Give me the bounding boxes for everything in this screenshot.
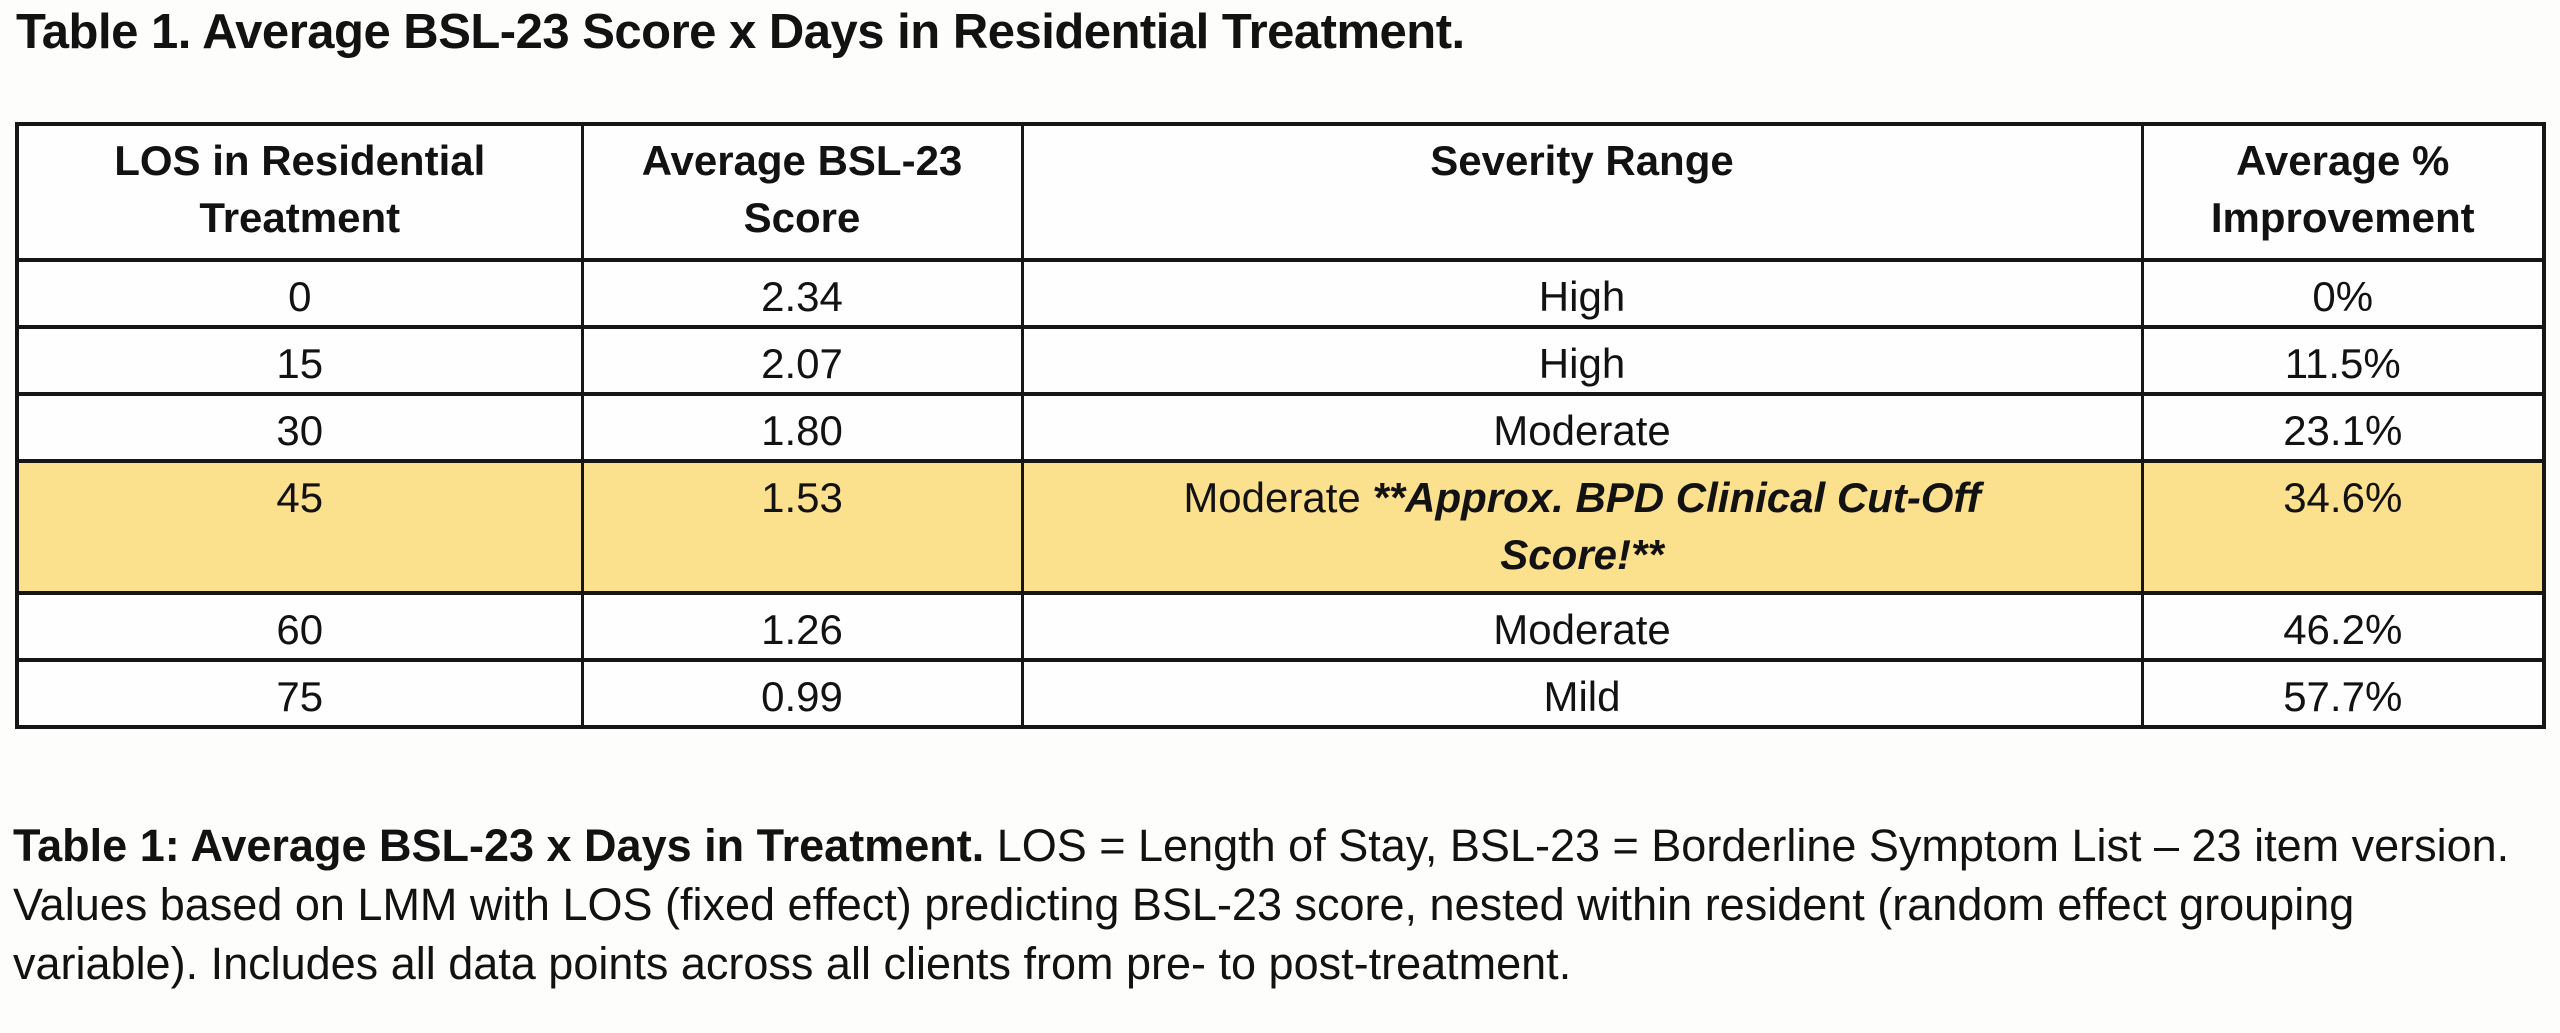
table-row: 45 1.53 Moderate **Approx. BPD Clinical Cu… (15, 459, 2546, 595)
table-row: 75 0.99 Mild 57.7% (15, 658, 2546, 729)
table-row: 60 1.26 Moderate 46.2% (15, 591, 2546, 662)
cell-severity: Moderate (1020, 392, 2144, 463)
cell-score: 0.99 (580, 658, 1024, 729)
cell-los: 15 (15, 325, 584, 396)
cell-severity: Moderate **Approx. BPD Clinical Cut-Off … (1020, 459, 2144, 595)
table-row: 30 1.80 Moderate 23.1% (15, 392, 2546, 463)
cell-severity: Moderate (1020, 591, 2144, 662)
cell-improvement: 11.5% (2140, 325, 2546, 396)
cell-los: 75 (15, 658, 584, 729)
table-header-row: LOS in Residential Treatment Average BSL… (15, 122, 2546, 262)
cell-los: 30 (15, 392, 584, 463)
caption-body: LOS = Length of Stay, BSL-23 = Borderlin… (13, 820, 2510, 989)
table-title: Table 1. Average BSL-23 Score x Days in … (16, 5, 1465, 59)
cell-severity: High (1020, 258, 2144, 329)
cell-los: 45 (15, 459, 584, 595)
cell-improvement: 34.6% (2140, 459, 2546, 595)
cell-improvement: 57.7% (2140, 658, 2546, 729)
cell-score: 1.53 (580, 459, 1024, 595)
severity-text: Moderate (1493, 407, 1671, 454)
cell-los: 0 (15, 258, 584, 329)
cell-improvement: 46.2% (2140, 591, 2546, 662)
severity-text: High (1538, 273, 1626, 320)
cell-score: 1.26 (580, 591, 1024, 662)
table-body: 0 2.34 High 0% 15 2.07 High 11.5% 30 1.80 Moderate… (15, 258, 2546, 729)
severity-text: High (1538, 340, 1626, 387)
table-row: 0 2.34 High 0% (15, 258, 2546, 329)
header-score: Average BSL-23 Score (580, 122, 1024, 262)
cell-score: 2.07 (580, 325, 1024, 396)
severity-text: Mild (1543, 673, 1621, 720)
cell-severity: High (1020, 325, 2144, 396)
bsl23-results-table: LOS in Residential Treatment Average BSL… (15, 122, 2546, 729)
header-los: LOS in Residential Treatment (15, 122, 584, 262)
cell-improvement: 23.1% (2140, 392, 2546, 463)
header-severity: Severity Range (1020, 122, 2144, 262)
severity-text: Moderate **Approx. BPD Clinical Cut-Off … (1183, 474, 1981, 578)
severity-text: Moderate (1493, 606, 1671, 653)
clinical-cutoff-note: **Approx. BPD Clinical Cut-Off Score!** (1372, 474, 1981, 578)
cell-score: 2.34 (580, 258, 1024, 329)
header-improvement: Average % Improvement (2140, 122, 2546, 262)
cell-los: 60 (15, 591, 584, 662)
cell-score: 1.80 (580, 392, 1024, 463)
table-row: 15 2.07 High 11.5% (15, 325, 2546, 396)
cell-improvement: 0% (2140, 258, 2546, 329)
table-caption: Table 1: Average BSL-23 x Days in Treatm… (13, 816, 2551, 993)
cell-severity: Mild (1020, 658, 2144, 729)
caption-bold-lead: Table 1: Average BSL-23 x Days in Treatm… (13, 820, 985, 871)
